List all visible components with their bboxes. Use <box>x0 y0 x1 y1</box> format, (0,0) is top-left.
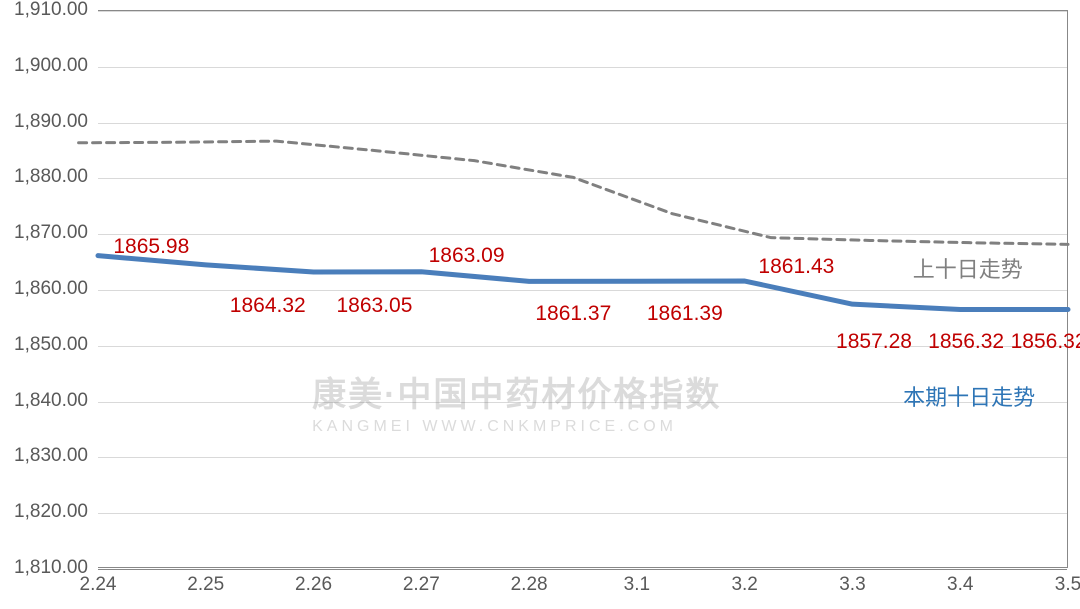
series-label-previous: 上十日走势 <box>913 252 1023 284</box>
series-label-current: 本期十日走势 <box>903 380 1035 412</box>
data-value-label: 1865.98 <box>113 235 189 259</box>
series-previous-line <box>79 141 1068 244</box>
price-index-line-chart: 1,810.001,820.001,830.001,840.001,850.00… <box>0 0 1080 609</box>
data-value-label: 1861.37 <box>535 302 611 326</box>
data-value-label: 1856.32 <box>928 330 1004 354</box>
data-value-label: 1864.32 <box>230 294 306 318</box>
data-value-label: 1863.09 <box>429 244 505 268</box>
data-value-label: 1863.05 <box>336 294 412 318</box>
data-value-label: 1861.43 <box>758 255 834 279</box>
data-value-label: 1857.28 <box>836 330 912 354</box>
data-value-label: 1856.32 <box>1011 330 1080 354</box>
data-value-label: 1861.39 <box>647 302 723 326</box>
